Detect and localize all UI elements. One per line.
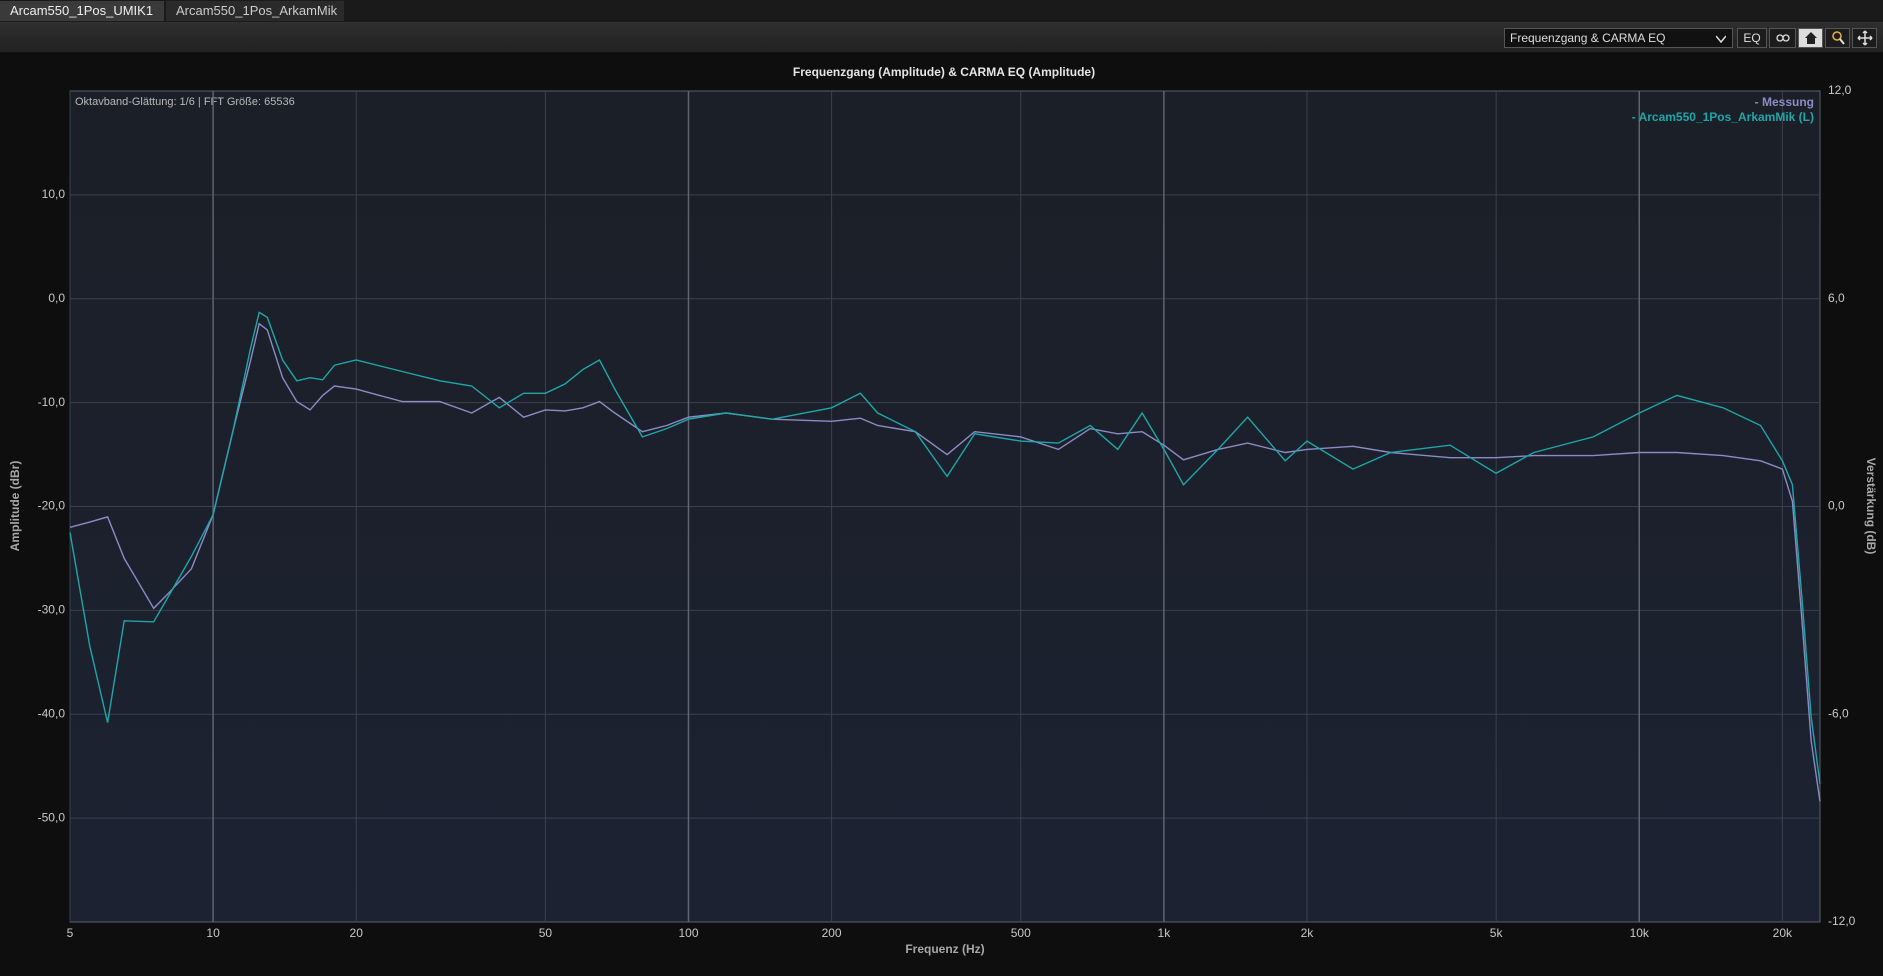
x-tick-label: 1k (1158, 926, 1172, 940)
dropdown-arrow (1716, 35, 1726, 43)
x-tick-label: 5k (1490, 926, 1504, 940)
view-select[interactable]: Frequenzgang & CARMA EQ (1504, 28, 1733, 48)
y2-tick-label: 0,0 (1828, 499, 1845, 513)
tab[interactable]: Arcam550_1Pos_ArkamMik (166, 1, 344, 21)
link-icon (1775, 34, 1790, 42)
y2-tick-label: -6,0 (1828, 706, 1849, 720)
tab-label: Arcam550_1Pos_ArkamMik (176, 3, 338, 18)
y-tick-label: 0,0 (48, 291, 65, 305)
x-tick-label: 200 (822, 926, 842, 940)
pan-icon (1856, 30, 1873, 46)
series-line (69, 311, 1821, 784)
y2-axis-label: Verstärkung (dB) (1864, 458, 1878, 555)
y-tick-label: -30,0 (38, 603, 66, 617)
link-button[interactable] (1769, 28, 1796, 48)
x-tick-label: 50 (539, 926, 553, 940)
x-tick-label: 20 (350, 926, 364, 940)
x-tick-label: 10k (1630, 926, 1650, 940)
y-tick-label: -20,0 (38, 499, 66, 513)
x-tick-label: 100 (678, 926, 698, 940)
pan-button[interactable] (1852, 28, 1877, 48)
y2-tick-label: 12,0 (1828, 83, 1852, 97)
tab-label: Arcam550_1Pos_UMIK1 (10, 3, 154, 18)
y-tick-label: -50,0 (38, 810, 66, 824)
x-tick-label: 10 (206, 926, 220, 940)
home-button[interactable] (1798, 28, 1823, 48)
tab-bar: Arcam550_1Pos_UMIK1 × Arcam550_1Pos_Arka… (0, 0, 1883, 38)
zoom-button[interactable] (1825, 28, 1850, 48)
home-icon (1804, 32, 1817, 44)
y2-tick-label: 6,0 (1828, 291, 1845, 305)
legend-entry: - Messung (1755, 95, 1814, 109)
annotation: Oktavband-Glättung: 1/6 | FFT Größe: 655… (75, 96, 295, 108)
y-tick-label: 10,0 (42, 187, 66, 201)
toolbar: Frequenzgang & CARMA EQ EQ (0, 23, 1883, 53)
chart: Frequenzgang (Amplitude) & CARMA EQ (Amp… (8, 65, 1878, 956)
chart-title: Frequenzgang (Amplitude) & CARMA EQ (Amp… (793, 65, 1095, 79)
y-tick-label: -40,0 (38, 706, 66, 720)
zoom-icon (1831, 31, 1845, 45)
legend-entry: - Arcam550_1Pos_ArkamMik (L) (1632, 110, 1814, 124)
x-tick-label: 5 (67, 926, 74, 940)
y-axis-label: Amplitude (dBr) (8, 461, 22, 552)
x-tick-label: 20k (1773, 926, 1793, 940)
eq-button[interactable]: EQ (1737, 28, 1767, 48)
x-tick-label: 500 (1011, 926, 1031, 940)
x-axis-label: Frequenz (Hz) (905, 942, 984, 956)
y-tick-label: -10,0 (38, 395, 66, 409)
x-tick-label: 2k (1301, 926, 1315, 940)
select-label: Frequenzgang & CARMA EQ (1510, 31, 1666, 45)
tab[interactable]: Arcam550_1Pos_UMIK1 × (0, 1, 164, 38)
y2-tick-label: -12,0 (1828, 914, 1856, 928)
